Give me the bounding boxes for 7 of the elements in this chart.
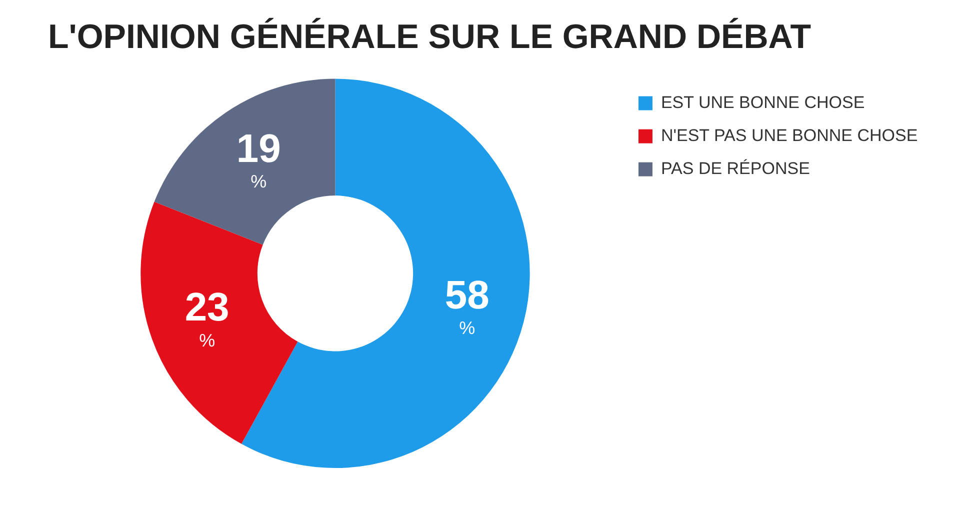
- legend-label: EST UNE BONNE CHOSE: [660, 92, 865, 112]
- data-label: 23 %: [184, 286, 230, 351]
- legend-label: PAS DE RÉPONSE: [660, 158, 810, 178]
- chart-title: L'OPINION GÉNÉRALE SUR LE GRAND DÉBAT: [48, 16, 812, 56]
- data-label: 19 %: [236, 126, 281, 192]
- legend-label: N'EST PAS UNE BONNE CHOSE: [660, 126, 918, 145]
- data-label: 58 %: [444, 273, 490, 338]
